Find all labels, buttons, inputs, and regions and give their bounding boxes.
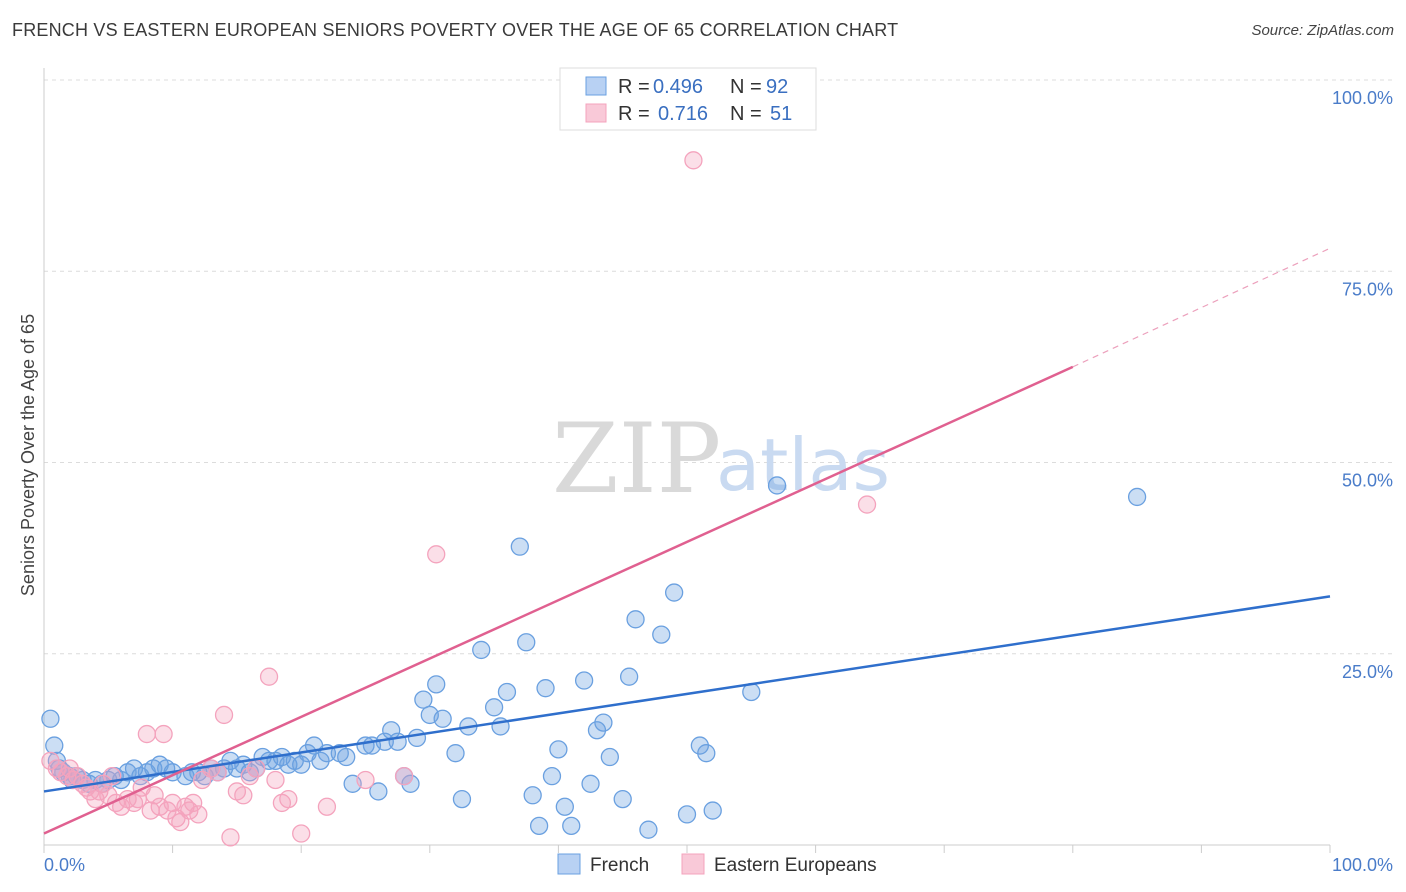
french-point-0 xyxy=(41,709,60,728)
french-point-74 xyxy=(542,767,562,786)
bottom-legend-swatch-french xyxy=(557,853,581,875)
legend-swatch-eastern xyxy=(585,103,607,123)
french-point-63 xyxy=(452,789,472,809)
eastern-europeans-point-25 xyxy=(154,724,173,744)
french-point-95 xyxy=(1127,487,1147,507)
french-point-85 xyxy=(626,610,645,629)
watermark-atlas: atlas xyxy=(716,423,890,507)
french-point-78 xyxy=(574,671,594,690)
eastern-europeans-point-32 xyxy=(184,793,203,813)
french-point-68 xyxy=(497,682,517,702)
watermark-zip: ZIP xyxy=(552,403,721,515)
x-tick-label-1: 100.0% xyxy=(1332,855,1393,875)
legend-r-value-eastern: 0.716 xyxy=(658,103,708,125)
bottom-legend-french: French xyxy=(590,855,649,876)
y-tick-label-1: 50.0% xyxy=(1342,471,1393,491)
french-point-83 xyxy=(613,789,632,809)
french-point-72 xyxy=(529,816,549,836)
french-point-82 xyxy=(600,747,619,767)
y-tick-label-3: 100.0% xyxy=(1332,88,1393,108)
french-point-92 xyxy=(703,801,722,820)
legend-n-label-french: N = xyxy=(730,76,762,98)
french-point-47 xyxy=(337,747,356,767)
french-point-77 xyxy=(562,816,581,836)
french-point-62 xyxy=(446,744,465,763)
eastern-europeans-point-47 xyxy=(292,824,311,843)
bottom-legend-swatch-eastern xyxy=(681,853,705,875)
french-point-86 xyxy=(639,820,658,839)
french-point-1 xyxy=(45,736,64,755)
trendlines xyxy=(43,247,1331,835)
french-point-89 xyxy=(677,805,697,824)
french-point-41 xyxy=(292,755,311,774)
french-point-70 xyxy=(517,633,536,652)
eastern-europeans-point-53 xyxy=(857,495,877,514)
legend-swatch-french xyxy=(585,76,607,96)
axes xyxy=(43,68,1331,853)
legend-n-value-french: 92 xyxy=(766,76,788,98)
eastern-europeans-point-50 xyxy=(394,767,414,786)
french-point-94 xyxy=(767,476,787,495)
eastern-europeans-trendline-extension xyxy=(1072,247,1331,368)
french-point-76 xyxy=(555,797,574,816)
bottom-legend: French Eastern Europeans xyxy=(557,853,877,876)
chart-title: FRENCH VS EASTERN EUROPEAN SENIORS POVER… xyxy=(12,20,899,40)
eastern-europeans-point-36 xyxy=(208,763,227,782)
eastern-europeans-point-44 xyxy=(266,770,285,790)
legend: R = 0.496 N = 92 R = 0.716 N = 51 xyxy=(559,67,817,131)
watermark: ZIP atlas xyxy=(552,403,890,515)
french-point-60 xyxy=(427,675,446,694)
bottom-legend-eastern: Eastern Europeans xyxy=(714,855,877,876)
french-trendline xyxy=(43,595,1331,793)
french-point-65 xyxy=(472,640,491,660)
french-point-88 xyxy=(664,583,684,602)
y-tick-label-2: 75.0% xyxy=(1342,279,1393,299)
eastern-europeans-point-49 xyxy=(356,770,375,790)
eastern-europeans-point-37 xyxy=(214,705,234,725)
french-point-81 xyxy=(594,713,613,732)
legend-n-label-eastern: N = xyxy=(730,103,762,125)
french-point-84 xyxy=(619,667,639,686)
source-note: Source: ZipAtlas.com xyxy=(1251,22,1394,39)
x-tick-labels: 0.0% 100.0% xyxy=(44,855,1393,875)
french-point-71 xyxy=(523,786,542,805)
x-tick-label-0: 0.0% xyxy=(44,855,85,875)
legend-r-label-french: R = xyxy=(618,76,650,98)
legend-n-value-eastern: 51 xyxy=(770,103,792,125)
french-point-79 xyxy=(581,774,600,793)
french-point-57 xyxy=(407,728,427,748)
y-tick-labels: 25.0% 50.0% 75.0% 100.0% xyxy=(1332,88,1393,682)
eastern-europeans-point-52 xyxy=(684,151,703,170)
eastern-europeans-point-4 xyxy=(60,759,79,778)
eastern-europeans-point-43 xyxy=(259,667,279,686)
legend-r-value-french: 0.496 xyxy=(653,76,703,98)
eastern-europeans-point-21 xyxy=(137,724,157,744)
eastern-europeans-point-48 xyxy=(317,797,337,816)
y-axis-label: Seniors Poverty Over the Age of 65 xyxy=(18,314,38,596)
french-point-69 xyxy=(510,537,529,556)
eastern-europeans-point-23 xyxy=(145,786,164,805)
french-point-73 xyxy=(536,679,555,698)
eastern-europeans-point-51 xyxy=(427,545,446,564)
french-point-91 xyxy=(697,744,716,763)
y-tick-label-0: 25.0% xyxy=(1342,662,1393,682)
eastern-europeans-point-46 xyxy=(279,789,298,809)
french-point-58 xyxy=(414,690,433,709)
eastern-europeans-point-33 xyxy=(189,805,208,824)
gridlines xyxy=(44,79,1395,655)
eastern-europeans-point-42 xyxy=(247,759,266,778)
eastern-europeans-point-40 xyxy=(234,786,253,805)
legend-r-label-eastern: R = xyxy=(618,103,650,125)
french-point-66 xyxy=(484,698,504,717)
eastern-europeans-point-38 xyxy=(221,828,240,847)
french-point-61 xyxy=(433,709,452,728)
french-point-51 xyxy=(369,782,388,801)
french-point-87 xyxy=(652,625,671,644)
eastern-europeans-trendline xyxy=(43,365,1074,835)
french-point-75 xyxy=(549,740,568,759)
